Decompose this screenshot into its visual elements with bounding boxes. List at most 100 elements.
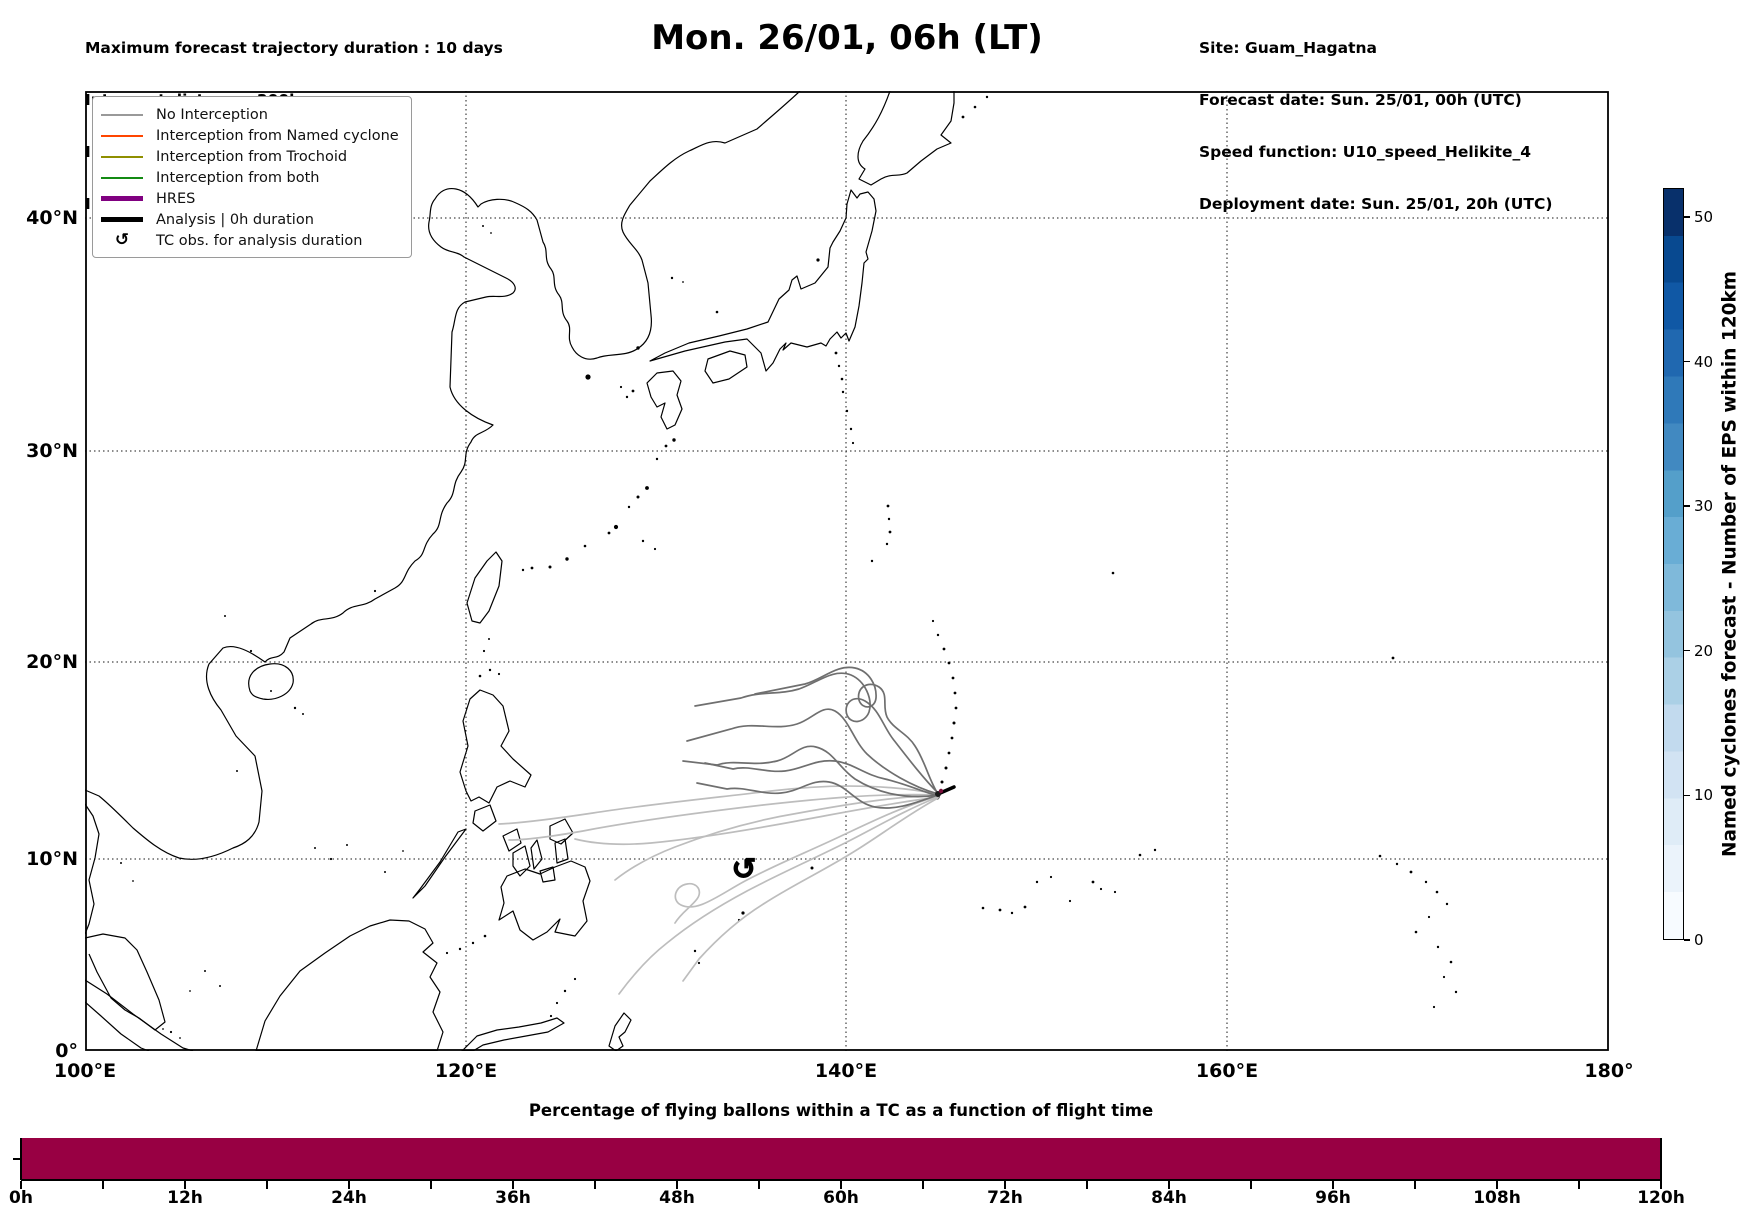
island-dot — [1436, 945, 1440, 949]
island-dot — [224, 615, 226, 617]
island-dot — [302, 713, 304, 715]
island-dot — [1442, 975, 1446, 979]
bc-label-60h: 60h — [823, 1188, 859, 1208]
balloon-axis-line — [21, 1179, 1662, 1181]
island-dot — [445, 951, 449, 955]
coastlines — [84, 90, 955, 1052]
colorbar-tick-label: 30 — [1694, 497, 1714, 516]
balloon-axis-tick — [266, 1181, 268, 1189]
island-dot — [1153, 848, 1157, 852]
island-dot — [952, 721, 956, 725]
coast-sumatra-west — [84, 1001, 150, 1052]
island-dot — [1378, 854, 1382, 858]
coast-negros — [512, 845, 531, 877]
coast-luzon — [459, 689, 532, 804]
legend-line-both — [101, 176, 143, 179]
island-dot — [1435, 890, 1439, 894]
island-dot — [1409, 870, 1413, 874]
trajectory-light — [614, 794, 939, 881]
coast-sumatra-east — [84, 979, 194, 1052]
island-dot — [1113, 890, 1117, 894]
island-dot — [548, 565, 552, 569]
coast-panay — [502, 828, 522, 852]
bc-label-12h: 12h — [167, 1188, 203, 1208]
xtick-100e: 100°E — [53, 1060, 117, 1082]
island-dot — [682, 281, 684, 283]
colorbar-tickmark — [1684, 216, 1690, 218]
island-dot — [1091, 880, 1095, 884]
island-dot — [1445, 902, 1449, 906]
island-dot — [631, 389, 635, 393]
bc-label-72h: 72h — [987, 1188, 1023, 1208]
island-dot — [931, 619, 935, 623]
island-dot — [887, 517, 891, 521]
island-dot — [613, 524, 619, 530]
trajectory-lines — [498, 666, 956, 995]
bc-label-108h: 108h — [1473, 1188, 1521, 1208]
colorbar-tick-label: 40 — [1694, 352, 1714, 371]
legend-item-hres: HRES — [101, 188, 401, 209]
island-dot — [741, 911, 745, 915]
island-dot — [810, 866, 814, 870]
island-dot — [162, 1028, 164, 1030]
island-dot — [950, 736, 954, 740]
coast-mainland-asia — [84, 90, 801, 860]
colorbar-tick-label: 0 — [1694, 931, 1704, 949]
coast-halmahera — [608, 1012, 632, 1052]
island-dot — [641, 539, 645, 543]
ytick-10n: 10°N — [26, 848, 78, 870]
island-dot — [563, 989, 567, 993]
legend-item-named-cyclone: Interception from Named cyclone — [101, 125, 401, 146]
balloon-axis-right-spine — [1660, 1138, 1662, 1180]
island-dot — [1035, 880, 1039, 884]
island-dot — [841, 390, 845, 394]
balloon-axis-ytick — [13, 1158, 21, 1160]
island-dot — [981, 906, 985, 910]
coast-cebu — [530, 839, 543, 870]
island-dot — [953, 691, 957, 695]
island-dot — [697, 961, 701, 965]
balloon-axis-tick — [1250, 1181, 1252, 1189]
legend-line-no-interception — [101, 113, 143, 116]
island-dot — [497, 672, 501, 676]
coast-hokkaido — [857, 90, 955, 186]
island-dot — [270, 690, 272, 692]
colorbar-tickmark — [1684, 939, 1690, 941]
island-dot — [549, 1014, 553, 1018]
island-dot — [851, 441, 855, 445]
balloon-axis-tick — [512, 1181, 514, 1189]
island-dot — [961, 115, 965, 119]
legend-item-trochoid: Interception from Trochoid — [101, 146, 401, 167]
island-dot — [886, 504, 890, 508]
colorbar-tickmark — [1684, 505, 1690, 507]
island-dot — [1424, 880, 1428, 884]
balloon-axis-tick — [1168, 1181, 1170, 1189]
balloon-axis-tick — [840, 1181, 842, 1189]
site-line: Site: Guam_Hagatna — [1199, 38, 1378, 57]
island-dot — [936, 633, 940, 637]
island-dot — [1049, 875, 1053, 879]
island-dot — [849, 427, 853, 431]
island-dot — [521, 568, 525, 572]
balloon-axis-tick — [1578, 1181, 1580, 1189]
balloon-chart-title: Percentage of flying ballons within a TC… — [528, 1101, 1154, 1120]
coast-borneo — [255, 919, 444, 1052]
island-dot — [693, 949, 697, 953]
balloon-axis-tick — [1086, 1181, 1088, 1189]
bc-label-36h: 36h — [495, 1188, 531, 1208]
trajectory-light — [674, 795, 939, 924]
eps-count-colorbar — [1663, 188, 1684, 940]
trajectory-dark — [694, 672, 939, 794]
xtick-140e: 140°E — [814, 1060, 878, 1082]
island-dot — [1432, 1005, 1436, 1009]
bc-label-0h: 0h — [9, 1188, 33, 1208]
island-dot — [625, 395, 629, 399]
island-dot — [845, 409, 849, 413]
coast-sulawesi — [461, 1017, 565, 1052]
coast-honshu — [649, 189, 877, 372]
balloon-axis-tick — [430, 1181, 432, 1189]
balloon-axis-tick — [758, 1181, 760, 1189]
island-dot — [607, 531, 611, 535]
island-dot — [478, 674, 482, 678]
island-dot — [329, 857, 333, 861]
